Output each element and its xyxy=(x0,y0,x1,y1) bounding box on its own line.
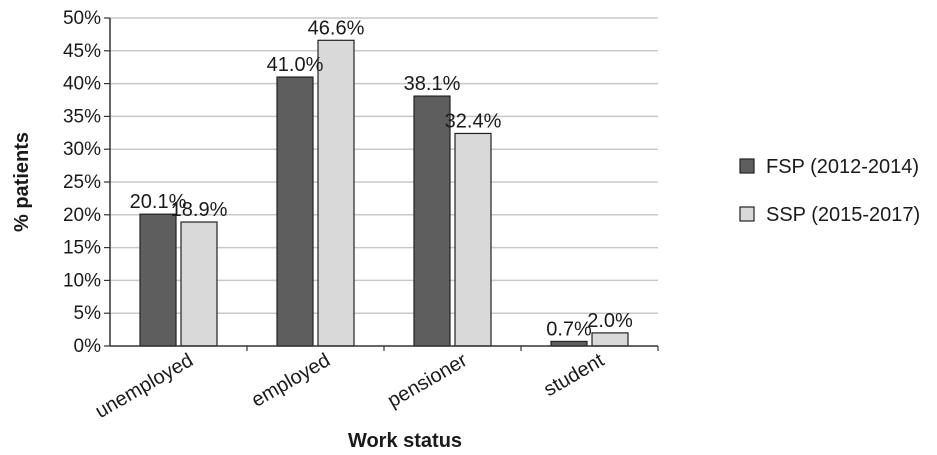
data-labels: 20.1%18.9% 41.0% 46.6% 38.1% 32.4% 0.7%2.0% xyxy=(130,17,633,340)
data-label: 2.0% xyxy=(587,310,633,332)
y-tick-label: 25% xyxy=(63,172,101,193)
axes xyxy=(104,17,659,351)
bar xyxy=(413,95,451,347)
bar xyxy=(454,132,492,347)
y-tick-label: 35% xyxy=(63,106,101,127)
y-tick-label: 50% xyxy=(63,8,101,29)
legend: FSP (2012-2014) SSP (2015-2017) xyxy=(739,156,920,226)
bar xyxy=(139,213,177,347)
y-tick-label: 40% xyxy=(63,74,101,95)
y-tick-label: 5% xyxy=(74,303,102,324)
legend-swatch xyxy=(739,158,755,174)
data-label: 41.0% xyxy=(267,54,324,76)
legend-label: SSP (2015-2017) xyxy=(766,204,920,226)
bar xyxy=(276,76,314,347)
data-label: 46.6% xyxy=(308,17,365,39)
x-tick-label: pensioner xyxy=(384,349,471,412)
data-label: 20.1% xyxy=(130,191,187,213)
data-label: 38.1% xyxy=(404,73,461,95)
bar xyxy=(317,39,355,347)
y-axis-ticks: 0% 5% 10% 15% 20% 25% 30% 35% 40% 45% 50% xyxy=(63,8,101,357)
bar xyxy=(591,332,629,347)
x-tick-label: student xyxy=(540,349,608,401)
y-tick-label: 15% xyxy=(63,238,101,259)
y-tick-label: 0% xyxy=(74,336,102,357)
y-tick-label: 30% xyxy=(63,139,101,160)
legend-label: FSP (2012-2014) xyxy=(766,156,919,178)
bars xyxy=(139,39,629,347)
y-tick-label: 45% xyxy=(63,41,101,62)
bar xyxy=(180,221,218,347)
y-tick-label: 20% xyxy=(63,205,101,226)
data-label: 0.7% xyxy=(546,318,592,340)
y-tick-label: 10% xyxy=(63,270,101,291)
x-tick-label: unemployed xyxy=(92,349,197,423)
legend-swatch xyxy=(739,206,755,222)
x-tick-label: employed xyxy=(248,349,334,411)
data-label: 32.4% xyxy=(445,110,502,132)
y-axis-title: % patients xyxy=(11,132,33,232)
x-axis-categories: unemployed employed pensioner student xyxy=(92,349,609,423)
x-axis-title: Work status xyxy=(348,430,462,452)
data-label: 18.9% xyxy=(171,199,228,221)
